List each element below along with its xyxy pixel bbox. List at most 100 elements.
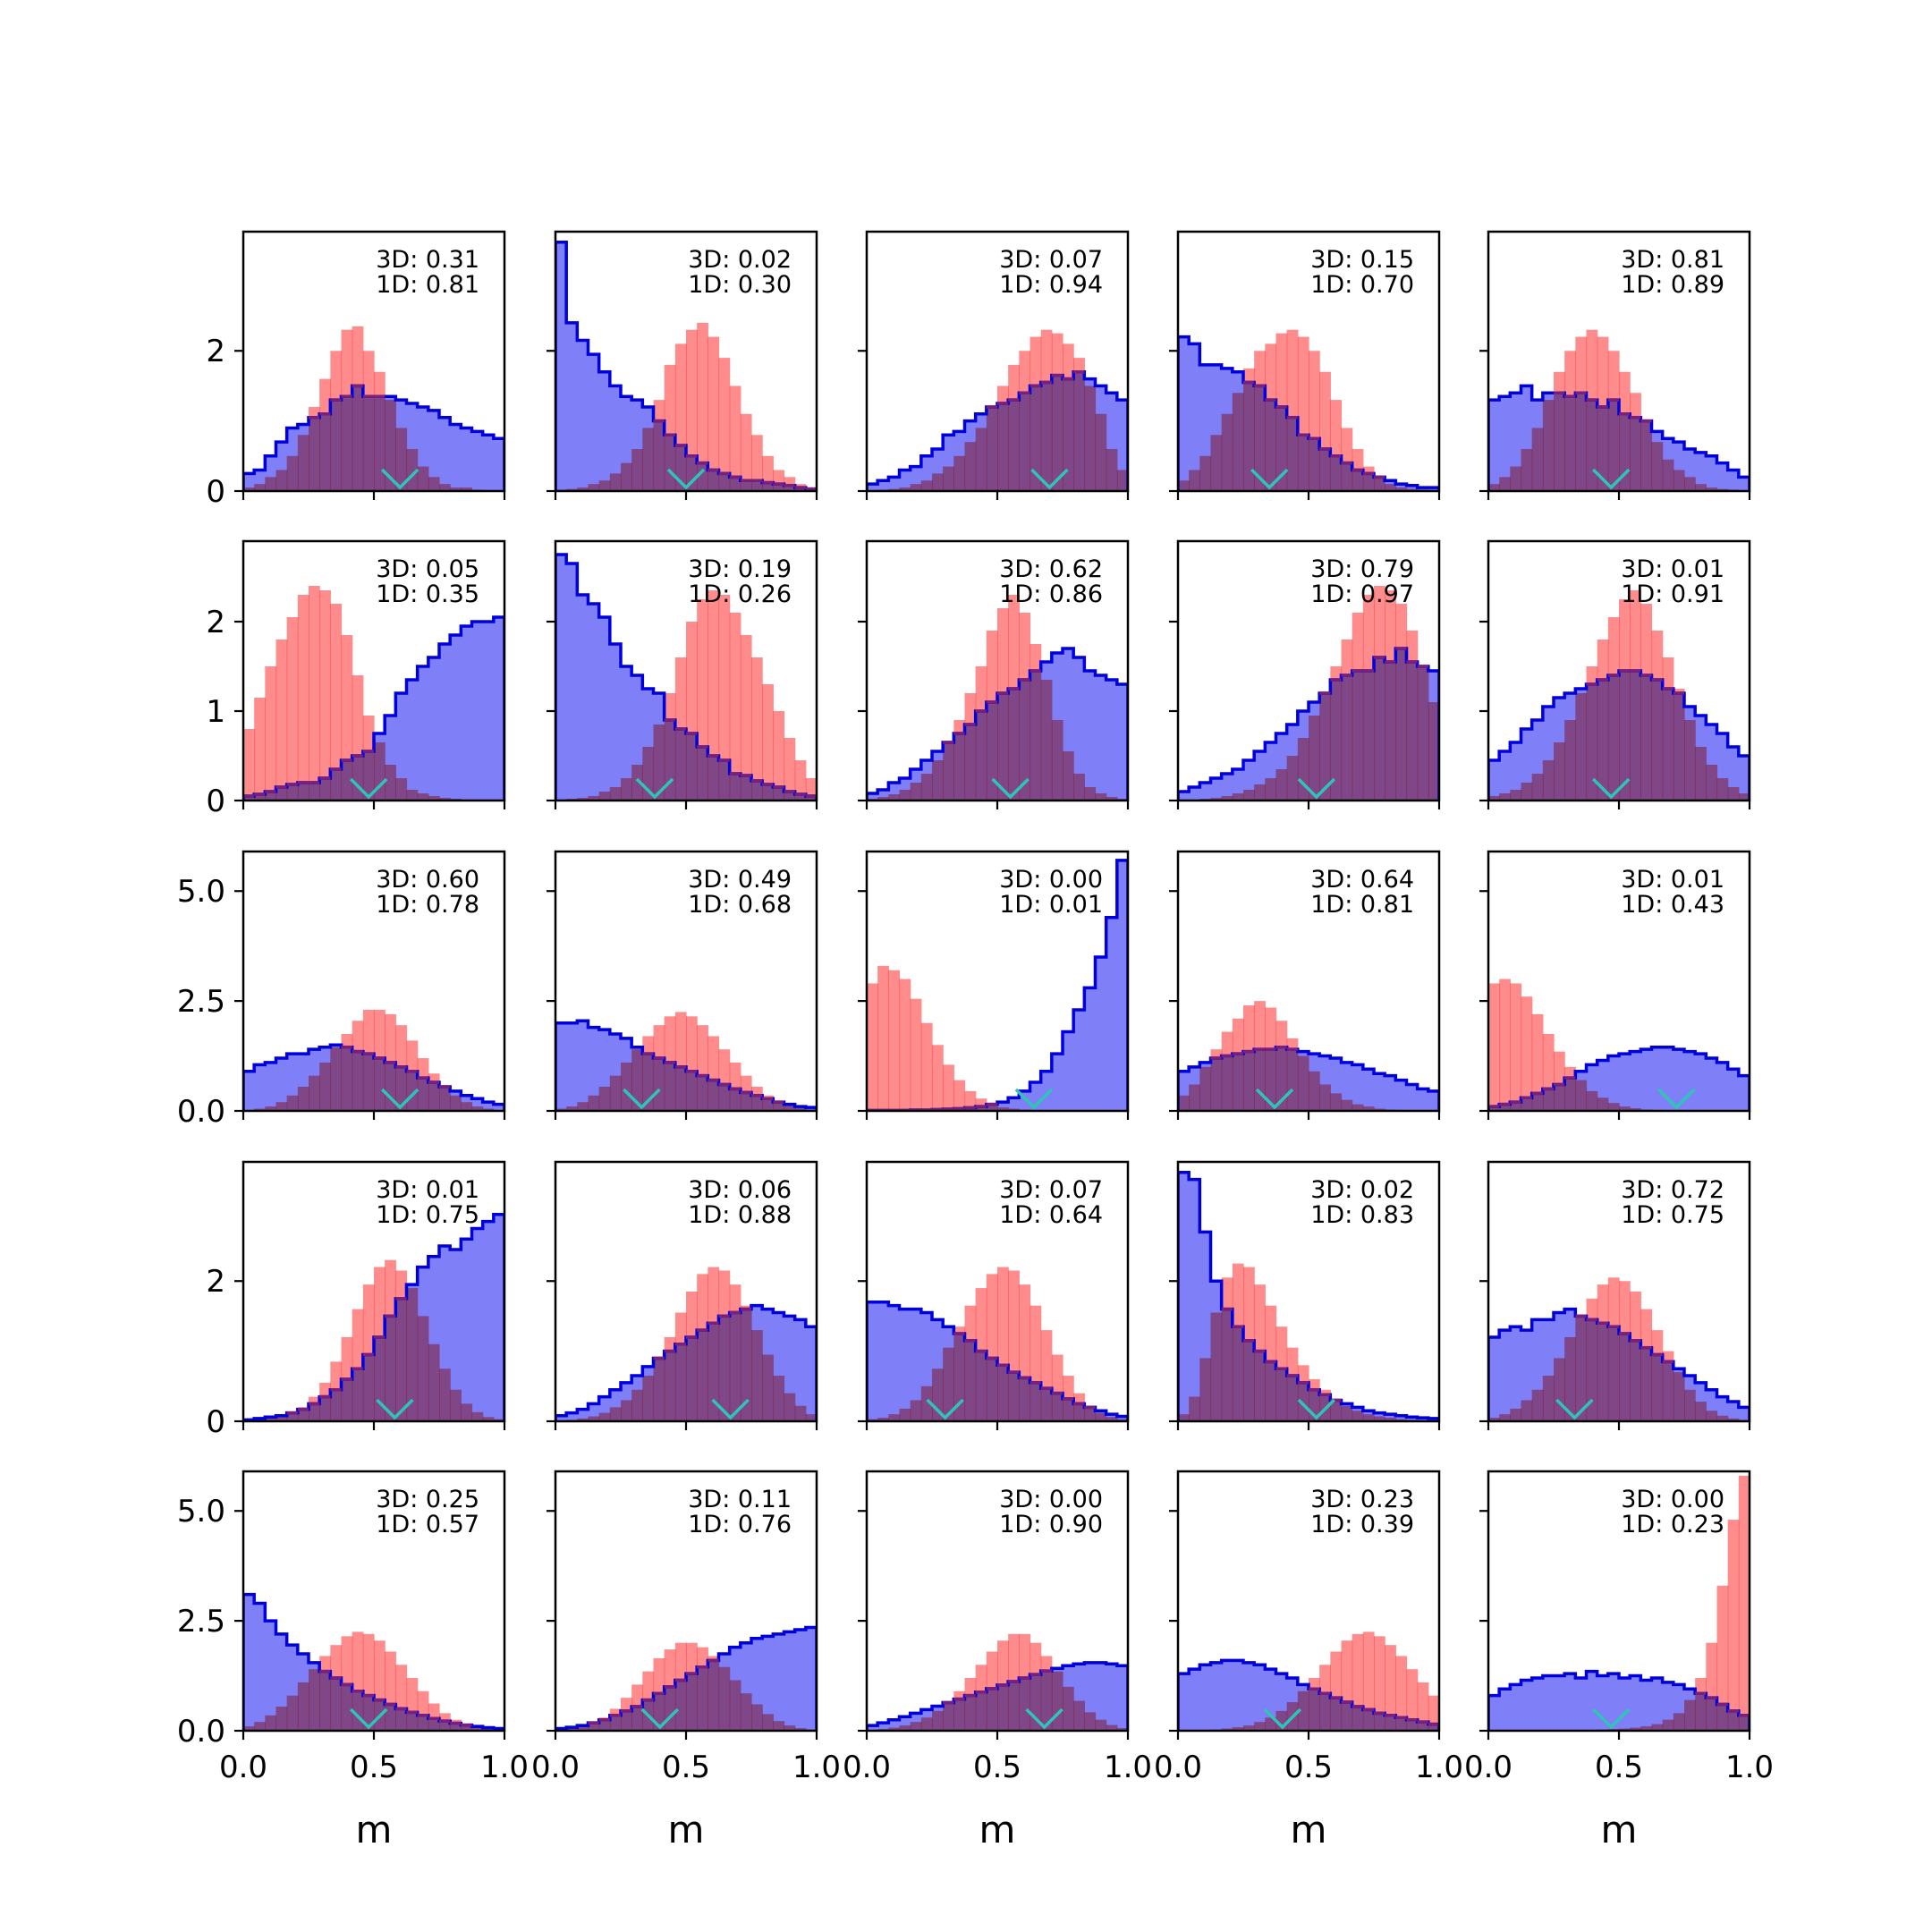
blue-hist-bar xyxy=(439,644,451,801)
red-hist-bar xyxy=(997,386,1009,491)
blue-hist-bar xyxy=(1531,1678,1544,1731)
blue-hist-bar xyxy=(461,428,473,491)
red-hist-bar xyxy=(1309,716,1320,801)
red-hist-bar xyxy=(674,1312,687,1421)
blue-hist-bar xyxy=(1189,343,1200,491)
red-hist-bar xyxy=(686,1642,698,1731)
red-hist-bar xyxy=(888,970,901,1111)
red-hist-bar xyxy=(588,1723,600,1731)
score-label: 1D: 0.81 xyxy=(376,271,479,299)
plot-area xyxy=(1178,329,1439,491)
red-hist-bar xyxy=(1297,1055,1309,1111)
blue-hist-bar xyxy=(482,435,495,491)
red-hist-bar xyxy=(588,1095,600,1111)
blue-hist-bar xyxy=(1051,1054,1063,1111)
score-label: 3D: 0.07 xyxy=(999,246,1103,274)
blue-hist-bar xyxy=(877,1723,889,1731)
score-label: 1D: 0.94 xyxy=(999,271,1103,299)
red-hist-bar xyxy=(953,1080,966,1111)
red-hist-bar xyxy=(1630,1108,1641,1111)
red-hist-bar xyxy=(577,1102,589,1111)
blue-step-outline xyxy=(1178,1171,1439,1421)
blue-hist-bar xyxy=(1651,1678,1664,1731)
blue-hist-bar xyxy=(1510,1684,1522,1731)
blue-hist-bar xyxy=(417,666,429,801)
blue-hist-bar xyxy=(265,1062,277,1111)
red-hist-bar xyxy=(265,1715,277,1731)
red-hist-bar xyxy=(1084,787,1097,801)
blue-hist-bar xyxy=(1095,1662,1107,1731)
score-label: 1D: 0.23 xyxy=(1621,1511,1724,1538)
y-tick-label: 2.5 xyxy=(177,984,225,1020)
blue-hist-bar xyxy=(1232,1660,1244,1731)
blue-hist-bar xyxy=(428,410,440,491)
blue-hist-bar xyxy=(762,1636,774,1731)
red-hist-bar xyxy=(1727,787,1740,801)
red-hist-bar xyxy=(1374,586,1385,801)
blue-hist-bar xyxy=(1716,1396,1729,1421)
red-hist-bar xyxy=(1232,1018,1244,1111)
red-hist-bar xyxy=(784,1725,796,1731)
blue-hist-bar xyxy=(784,1631,796,1731)
blue-hist-bar xyxy=(1189,1179,1200,1421)
red-hist-bar xyxy=(1116,1728,1128,1731)
score-label: 1D: 0.83 xyxy=(1310,1201,1414,1229)
red-hist-bar xyxy=(664,1336,676,1421)
red-hist-bar xyxy=(395,778,408,801)
red-hist-bar xyxy=(275,1102,288,1111)
blue-hist-bar xyxy=(395,693,408,801)
red-hist-bar xyxy=(1684,1389,1696,1421)
red-hist-bar xyxy=(1619,1106,1631,1111)
blue-hist-bar xyxy=(1716,462,1729,491)
marker-v-symbol xyxy=(1030,468,1069,490)
plot-area xyxy=(1488,979,1750,1111)
red-hist-bar xyxy=(621,1698,632,1731)
score-label: 3D: 0.00 xyxy=(1621,1486,1724,1513)
red-hist-bar xyxy=(877,965,889,1111)
red-hist-bar xyxy=(888,1727,901,1731)
blue-hist-bar xyxy=(1640,1049,1653,1111)
blue-hist-bar xyxy=(1630,1675,1641,1731)
red-hist-bar xyxy=(330,1046,343,1111)
red-hist-bar xyxy=(417,1690,429,1731)
red-hist-bar xyxy=(762,455,774,491)
plot-area xyxy=(1178,1631,1439,1731)
red-hist-bar xyxy=(729,1284,741,1421)
red-hist-bar xyxy=(1673,1372,1685,1421)
red-hist-bar xyxy=(1232,1727,1244,1731)
marker-v-symbol xyxy=(1263,1707,1302,1730)
red-hist-bar xyxy=(997,1107,1009,1111)
red-hist-bar xyxy=(1254,784,1266,801)
score-label: 3D: 0.02 xyxy=(1310,1176,1414,1204)
plot-area xyxy=(867,1267,1128,1421)
blue-hist-bar xyxy=(794,1319,807,1421)
red-hist-bar xyxy=(1254,1722,1266,1731)
red-hist-bar xyxy=(729,386,741,491)
blue-hist-bar xyxy=(1607,1674,1620,1731)
red-hist-bar xyxy=(1221,413,1233,491)
red-hist-bar xyxy=(674,343,687,491)
red-hist-bar xyxy=(1330,400,1343,491)
blue-hist-bar xyxy=(1706,1058,1718,1111)
blue-hist-bar xyxy=(867,1725,878,1731)
plot-area xyxy=(1178,586,1439,801)
marker-v-symbol xyxy=(926,1398,964,1420)
red-hist-bar xyxy=(1510,1408,1522,1421)
red-hist-bar xyxy=(1706,1411,1718,1421)
red-hist-bar xyxy=(1640,604,1653,801)
blue-hist-bar xyxy=(867,484,878,491)
blue-hist-bar xyxy=(1116,400,1128,491)
red-hist-bar xyxy=(243,487,255,491)
red-hist-bar xyxy=(631,1389,643,1421)
red-hist-bar xyxy=(762,684,774,801)
red-hist-bar xyxy=(265,1106,277,1111)
red-hist-bar xyxy=(588,484,600,491)
red-hist-bar xyxy=(471,1727,484,1731)
red-hist-bar xyxy=(309,586,320,801)
red-hist-bar xyxy=(1586,666,1598,801)
red-hist-bar xyxy=(461,487,473,491)
